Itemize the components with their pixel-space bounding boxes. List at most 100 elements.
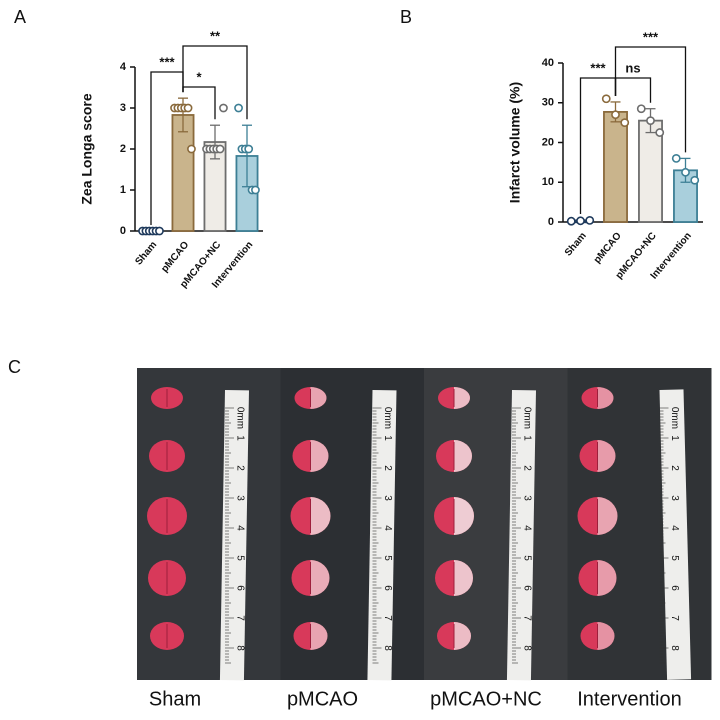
y-tick-label: 30 <box>542 97 554 109</box>
group-label: Intervention <box>577 688 682 710</box>
ruler <box>659 389 692 680</box>
group-label: pMCAO+NC <box>430 688 542 710</box>
significance-label: ** <box>210 28 221 43</box>
infarct-area <box>597 497 618 535</box>
y-axis-label: Infarct volume (%) <box>507 82 523 203</box>
data-point <box>646 116 655 126</box>
x-tick-label: Sham <box>563 230 589 258</box>
ruler-label: 3 <box>669 495 680 501</box>
ruler-label: 5 <box>382 555 393 561</box>
ruler-label: 3 <box>234 495 245 501</box>
infarct-area <box>454 440 472 472</box>
infarct-area <box>310 387 327 409</box>
significance-bracket <box>182 45 248 120</box>
ruler-label: 6 <box>521 585 532 591</box>
y-tick-label: 0 <box>120 225 126 237</box>
infarct-area <box>454 497 474 535</box>
data-point <box>244 144 254 154</box>
ruler <box>219 390 249 681</box>
significance-bracket <box>614 77 652 103</box>
y-axis-label: Zea Longa score <box>79 93 95 204</box>
ruler-label: 0mm <box>521 407 532 429</box>
ruler-label: 1 <box>234 435 245 441</box>
significance-label: * <box>196 69 202 84</box>
ruler-label: 0mm <box>234 407 245 429</box>
ruler-label: 8 <box>234 645 245 651</box>
panel-label: B <box>400 7 412 27</box>
panel-label: C <box>8 357 21 377</box>
data-point <box>671 153 681 163</box>
y-tick-label: 40 <box>542 57 554 69</box>
ruler-label: 0mm <box>669 407 680 429</box>
significance-bracket <box>614 46 687 153</box>
ruler-label: 4 <box>382 525 393 531</box>
data-point <box>215 144 225 154</box>
ruler <box>367 390 397 681</box>
data-point <box>585 216 595 225</box>
ruler-label: 6 <box>234 585 245 591</box>
infarct-area <box>454 622 471 650</box>
significance-label: *** <box>590 60 606 75</box>
infarct-area <box>454 560 473 596</box>
ruler-label: 5 <box>234 555 245 561</box>
x-tick-label: Sham <box>133 239 159 267</box>
y-tick-label: 1 <box>120 184 126 196</box>
data-point <box>234 103 243 113</box>
infarct-area <box>597 622 615 650</box>
ruler-label: 8 <box>669 645 680 651</box>
ruler <box>506 390 536 681</box>
ruler-label: 7 <box>234 615 245 621</box>
data-point <box>183 103 193 113</box>
data-point <box>636 104 646 114</box>
ruler-label: 6 <box>382 585 393 591</box>
infarct-area <box>310 440 329 472</box>
panel-label: A <box>14 7 26 27</box>
infarct-area <box>454 387 470 409</box>
ruler-label: 5 <box>521 555 532 561</box>
ruler-label: 7 <box>521 615 532 621</box>
ruler-label: 4 <box>669 525 680 531</box>
ruler-label: 7 <box>382 615 393 621</box>
data-point <box>655 128 665 137</box>
y-tick-label: 3 <box>120 102 126 114</box>
data-point <box>251 185 260 195</box>
significance-label: *** <box>159 54 175 69</box>
ruler-label: 0mm <box>382 407 393 429</box>
infarct-area <box>310 560 330 596</box>
data-point <box>690 175 700 185</box>
data-point <box>681 167 690 177</box>
data-point <box>611 110 620 120</box>
ruler-label: 1 <box>669 435 680 441</box>
infarct-area <box>310 622 328 650</box>
data-point <box>155 226 164 236</box>
ruler-label: 2 <box>234 465 245 471</box>
ruler-label: 1 <box>382 435 393 441</box>
data-point <box>219 103 228 113</box>
y-tick-label: 0 <box>548 216 554 228</box>
data-point <box>576 216 585 226</box>
data-point <box>566 216 576 226</box>
significance-label: ns <box>625 60 640 75</box>
infarct-area <box>597 387 614 409</box>
y-tick-label: 10 <box>542 176 554 188</box>
y-tick-label: 20 <box>542 136 554 148</box>
y-tick-label: 4 <box>120 61 127 73</box>
ruler-label: 8 <box>521 645 532 651</box>
ruler-label: 8 <box>382 645 393 651</box>
data-point <box>187 144 196 154</box>
ruler-label: 4 <box>521 525 532 531</box>
ruler-label: 2 <box>669 465 680 471</box>
ruler-label: 3 <box>382 495 393 501</box>
ruler-label: 7 <box>669 615 680 621</box>
error-bar <box>178 97 188 133</box>
ruler-label: 2 <box>521 465 532 471</box>
infarct-area <box>310 497 331 535</box>
group-label: pMCAO <box>287 688 358 710</box>
x-tick-label: pMCAO <box>592 230 624 265</box>
data-point <box>601 94 611 104</box>
ruler-label: 2 <box>382 465 393 471</box>
data-point <box>620 118 630 128</box>
ruler-label: 6 <box>669 585 680 591</box>
ruler-label: 5 <box>669 555 680 561</box>
